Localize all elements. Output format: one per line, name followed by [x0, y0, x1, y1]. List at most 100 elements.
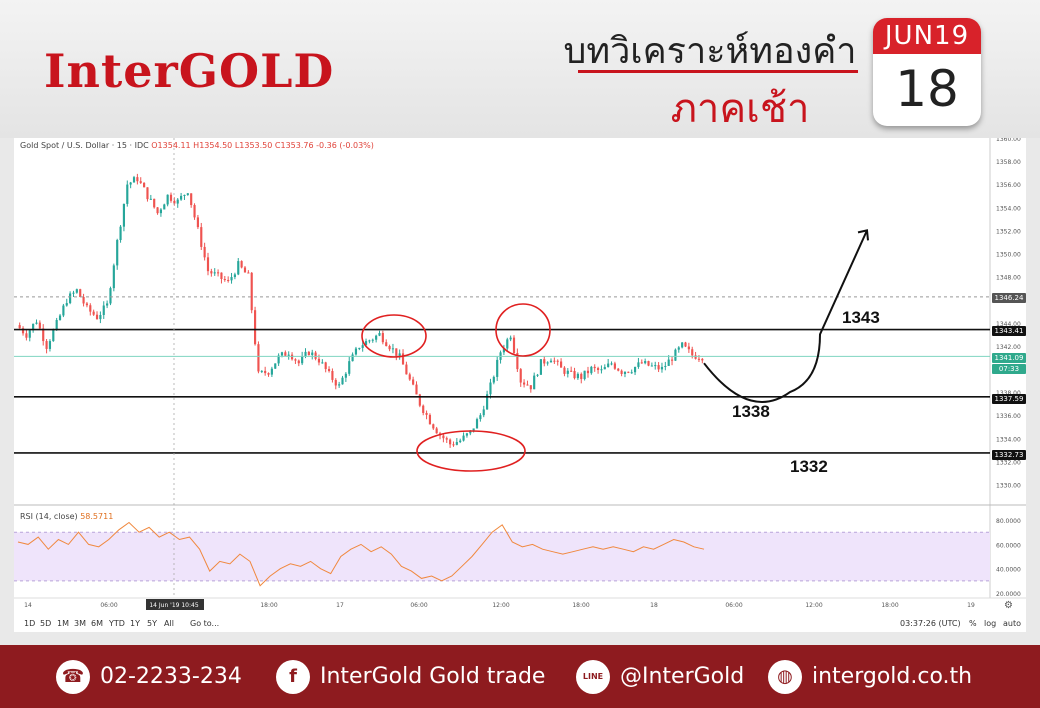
candle-body [233, 274, 236, 278]
calendar-month: JUN19 [873, 18, 981, 54]
y-tick-label: 1336.00 [996, 413, 1021, 420]
time-tick-label: 12:00 [805, 602, 822, 609]
header-background [0, 0, 1040, 138]
range-1y[interactable]: 1Y [130, 619, 140, 628]
candle-body [166, 194, 169, 205]
candle-body [644, 361, 647, 364]
y-tick-label: 1354.00 [996, 205, 1021, 212]
rsi-name[interactable]: RSI (14, close) [20, 512, 78, 521]
range-5d[interactable]: 5D [40, 619, 52, 628]
price-chart[interactable]: 1330.001332.001334.001336.001338.001340.… [14, 138, 1026, 632]
candle-body [38, 322, 41, 329]
phone-text: 02-2233-234 [100, 664, 242, 689]
highlight-ellipse-bottom [416, 430, 526, 472]
candle-body [250, 272, 253, 311]
y-tick-label: 1348.00 [996, 275, 1021, 282]
candle-body [593, 366, 596, 369]
candle-body [176, 199, 179, 204]
candle-body [311, 352, 314, 355]
candle-body [290, 354, 294, 360]
candle-body [475, 419, 479, 429]
candle-body [583, 370, 586, 380]
rsi-tick-label: 40.0000 [996, 567, 1021, 574]
candle-body [82, 296, 85, 304]
chart-panel[interactable]: 1330.001332.001334.001336.001338.001340.… [14, 138, 1026, 632]
candle-body [637, 362, 640, 367]
candle-body [401, 353, 405, 365]
rsi-band [14, 532, 990, 581]
candle-body [368, 340, 371, 342]
candle-body [334, 379, 337, 386]
candle-body [132, 177, 136, 183]
candle-body [449, 439, 452, 445]
candle-body [469, 430, 472, 434]
candle-body [210, 271, 213, 274]
range-1m[interactable]: 1M [57, 619, 69, 628]
candle-body [506, 339, 509, 349]
candle-body [45, 341, 48, 349]
candle-body [307, 351, 310, 355]
candle-body [607, 363, 610, 368]
candle-body [153, 198, 156, 208]
time-tick-label: 06:00 [100, 602, 117, 609]
candle-body [277, 355, 280, 364]
range-1d[interactable]: 1D [24, 619, 36, 628]
time-tick-label: 19 [967, 602, 975, 609]
candle-body [566, 370, 569, 374]
goto-button[interactable]: Go to... [190, 619, 220, 628]
range-ytd[interactable]: YTD [109, 619, 125, 628]
log-toggle[interactable]: log [984, 619, 997, 628]
candle-body [418, 394, 421, 406]
time-tick-label: 18:00 [572, 602, 589, 609]
crosshair-time-label: 14 Jun '19 10:45 [149, 602, 198, 609]
rsi-tick-label: 20.0000 [996, 591, 1021, 598]
candle-body [92, 311, 95, 315]
range-5y[interactable]: 5Y [147, 619, 157, 628]
candle-body [297, 360, 300, 364]
facebook-icon: f [276, 659, 310, 694]
candle-body [163, 204, 166, 210]
utc-clock: 03:37:26 (UTC) [900, 619, 961, 628]
auto-toggle[interactable]: auto [1003, 619, 1022, 628]
candle-body [55, 320, 58, 330]
candle-body [243, 267, 247, 273]
candle-body [546, 362, 549, 364]
price-tag-1346: 1346.24 [992, 293, 1026, 303]
range-all[interactable]: All [164, 619, 174, 628]
calendar-icon: JUN19 18 [873, 18, 981, 126]
candle-body [338, 384, 341, 386]
line-app-icon: LINE [576, 659, 610, 694]
footer-website[interactable]: ◍ intergold.co.th [768, 645, 972, 708]
candle-body [486, 394, 489, 410]
annotation-1338: 1338 [732, 402, 770, 421]
candle-body [304, 351, 307, 357]
candle-body [213, 272, 216, 274]
candle-body [627, 371, 630, 373]
footer-facebook[interactable]: f InterGold Gold trade [276, 645, 545, 708]
range-6m[interactable]: 6M [91, 619, 103, 628]
candle-body [314, 352, 317, 359]
candle-body [378, 333, 381, 336]
countdown-tag: 07:33 [992, 364, 1026, 374]
percent-toggle[interactable]: % [969, 619, 977, 628]
footer-phone[interactable]: ☎ 02-2233-234 [56, 645, 242, 708]
footer-line[interactable]: LINE @InterGold [576, 645, 744, 708]
candle-body [62, 305, 65, 316]
y-tick-label: 1342.00 [996, 344, 1021, 351]
candle-body [196, 217, 199, 228]
candle-body [274, 363, 277, 369]
candle-body [391, 348, 395, 350]
symbol-label[interactable]: Gold Spot / U.S. Dollar · 15 · IDC [20, 141, 149, 150]
candle-body [603, 367, 606, 370]
candle-body [674, 349, 677, 361]
chart-toolbar: 1D 5D 1M 3M 6M YTD 1Y 5Y All Go to... 03… [14, 616, 1026, 632]
candle-body [264, 370, 267, 374]
candle-body [408, 374, 411, 380]
y-tick-label: 1350.00 [996, 251, 1021, 258]
candle-body [432, 424, 435, 429]
candle-body [21, 328, 25, 334]
candle-body [112, 265, 115, 289]
candle-body [354, 348, 358, 355]
candle-body [445, 438, 448, 440]
range-3m[interactable]: 3M [74, 619, 86, 628]
